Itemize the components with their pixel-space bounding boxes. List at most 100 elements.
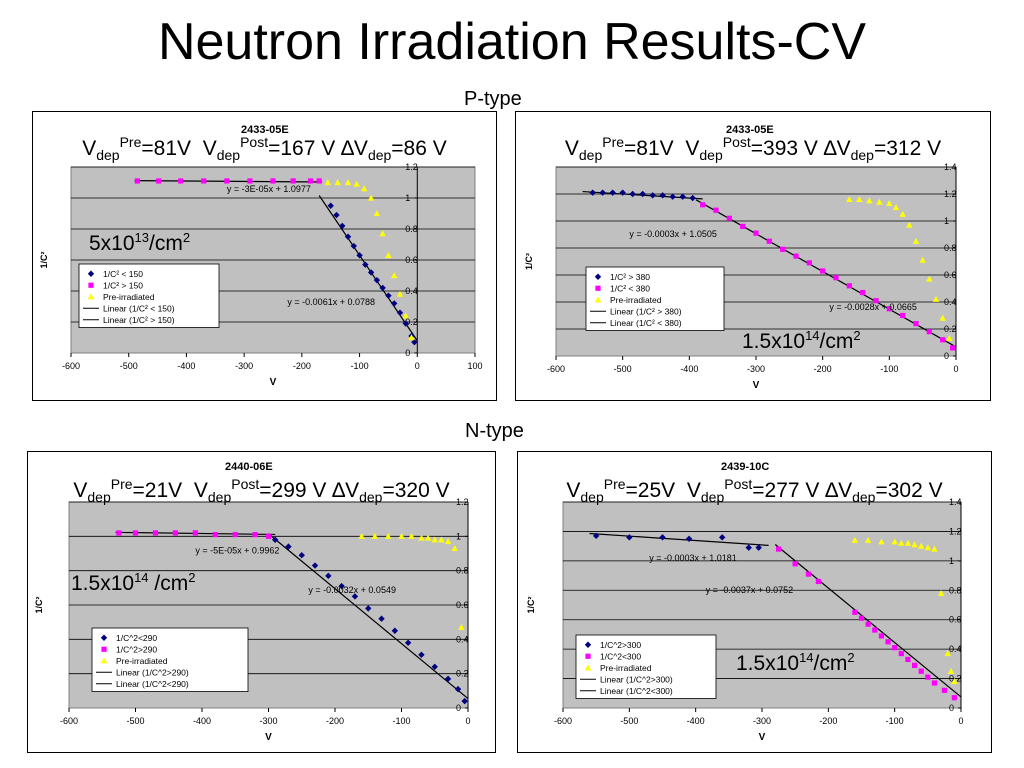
data-point-triangle	[344, 179, 352, 186]
data-point-triangle	[931, 545, 938, 552]
data-point-square	[806, 260, 812, 266]
data-point-triangle	[371, 532, 379, 539]
data-point-square	[852, 609, 858, 615]
data-point-triangle	[458, 623, 465, 630]
legend-marker	[87, 270, 95, 277]
legend-entry: 1/C^2<290	[116, 633, 157, 643]
x-tick-label: 0	[958, 716, 963, 726]
chart-panel-2: 0 0.2 0.4 0.6 0.8 1 1.2 1.4 -600 -500 -400 -300 -200…	[515, 111, 991, 401]
data-point-diamond	[350, 242, 357, 250]
fluence-exponent: 13	[134, 230, 150, 245]
legend-box	[78, 263, 220, 328]
y-tick-label: 0.6	[456, 600, 469, 610]
vdep-post-v: V	[686, 479, 701, 502]
legend-marker	[584, 641, 592, 648]
data-point-triangle	[408, 532, 415, 539]
data-point-triangle	[932, 295, 940, 302]
data-point-square	[172, 530, 178, 536]
vdep-pre-value: =21V	[132, 479, 194, 502]
x-tick-label: -500	[620, 716, 638, 726]
chart-svg: 0 0.2 0.4 0.6 0.8 1 1.2 -600 -500 -400 -300 -200 -10…	[34, 497, 471, 743]
vdep-pre-value: =25V	[625, 479, 687, 502]
chart-svg: 0 0.2 0.4 0.6 0.8 1 1.2 1.4 -600 -500 -400 -300 -200…	[526, 497, 964, 743]
legend-marker	[585, 653, 591, 659]
delta-vdep-value: =86 V	[391, 137, 447, 160]
fluence-unit-exponent: 2	[182, 230, 191, 245]
data-point-diamond	[367, 269, 375, 276]
data-point-square	[860, 289, 866, 296]
vdep-pre-sup: Pre	[110, 476, 133, 492]
vdep-pre-value: =81V	[624, 137, 686, 160]
y-tick-label: 0.2	[949, 674, 962, 684]
x-tick-label: -600	[62, 361, 80, 371]
data-point-diamond	[411, 338, 418, 346]
chart-id-title: 2440-06E	[225, 461, 273, 473]
vdep-pre-v: V	[82, 137, 97, 160]
vdep-post-v: V	[685, 137, 700, 160]
fit-equation: y = -0.0061x + 0.0788	[287, 297, 375, 307]
y-tick-label: 1.2	[944, 189, 957, 199]
data-point-triangle	[876, 198, 883, 205]
depletion-voltage-equation: VdepPre=21V VdepPost=299 V ∆Vdep=320 V	[28, 476, 495, 505]
chart-id-title: 2439-10C	[721, 461, 770, 473]
vdep-pre-sup: Pre	[603, 476, 626, 492]
data-point-triangle	[898, 539, 905, 546]
data-point-triangle	[353, 180, 360, 187]
vdep-pre-sup: Pre	[602, 134, 625, 150]
fluence-unit: /cm	[813, 652, 848, 675]
chart-id-title: 2433-05E	[241, 124, 289, 136]
depletion-voltage-equation: VdepPre=25V VdepPost=277 V ∆Vdep=302 V	[518, 476, 991, 505]
y-tick-label: 1.2	[949, 526, 962, 536]
delta-vdep-sub: dep	[359, 489, 383, 506]
delta-vdep-value: =302 V	[875, 479, 943, 502]
data-point-triangle	[418, 534, 425, 541]
vdep-pre-v: V	[564, 137, 579, 160]
data-point-triangle	[911, 541, 918, 548]
data-point-square	[316, 178, 322, 184]
data-point-diamond	[396, 309, 404, 316]
data-point-square	[793, 253, 799, 259]
chart-svg: 0 0.2 0.4 0.6 0.8 1 1.2 1.4 -600 -500 -400 -300 -200…	[524, 162, 959, 391]
legend-entry: Pre-irradiated	[116, 656, 168, 666]
data-point-square	[815, 578, 821, 585]
y-tick-label: 0.6	[949, 615, 962, 625]
fluence-exponent: 14	[134, 570, 149, 585]
legend-entry: Linear (1/C² < 150)	[103, 303, 175, 313]
legend-box	[585, 266, 725, 331]
y-tick-label: 1.2	[456, 497, 469, 507]
legend-entry: Pre-irradiated	[600, 663, 652, 673]
data-point-triangle	[926, 275, 933, 282]
y-tick-label: 0	[405, 348, 410, 358]
x-tick-label: -300	[235, 361, 253, 371]
data-point-diamond	[379, 284, 386, 292]
data-point-square	[951, 695, 957, 701]
legend-marker	[100, 657, 108, 664]
y-tick-label: 0	[944, 351, 949, 361]
data-point-square	[232, 532, 238, 538]
fit-line	[695, 199, 957, 348]
fit-equation: y = -0.0003x + 1.0181	[649, 553, 737, 563]
fluence-unit-exponent: 2	[853, 328, 861, 343]
data-point-square	[805, 571, 812, 577]
data-point-diamond	[362, 261, 369, 268]
legend-marker	[101, 646, 107, 652]
delta-vdep-sub: dep	[852, 489, 876, 506]
data-point-square	[132, 530, 139, 536]
vdep-pre-sub: dep	[580, 489, 604, 506]
data-point-square	[925, 674, 931, 680]
data-point-triangle	[864, 536, 872, 543]
x-axis-label: V	[753, 380, 760, 391]
fit-equation: y = -0.0037x + 0.0752	[706, 585, 794, 595]
fit-line	[268, 533, 469, 700]
chart-svg: 0 0.2 0.4 0.6 0.8 1 1.2 -600 -500 -400 -300 -200 -10…	[39, 162, 483, 388]
legend-entry: Pre-irradiated	[610, 295, 662, 305]
legend-box	[91, 627, 249, 692]
fit-equation: y = -0.0032x + 0.0549	[308, 585, 396, 595]
data-point-diamond	[356, 252, 363, 259]
data-point-triangle	[391, 272, 398, 279]
vdep-post-sub: dep	[699, 147, 723, 164]
data-point-square	[740, 223, 746, 229]
fit-line	[589, 532, 769, 547]
data-point-square	[833, 275, 839, 281]
data-point-triangle	[937, 589, 945, 596]
